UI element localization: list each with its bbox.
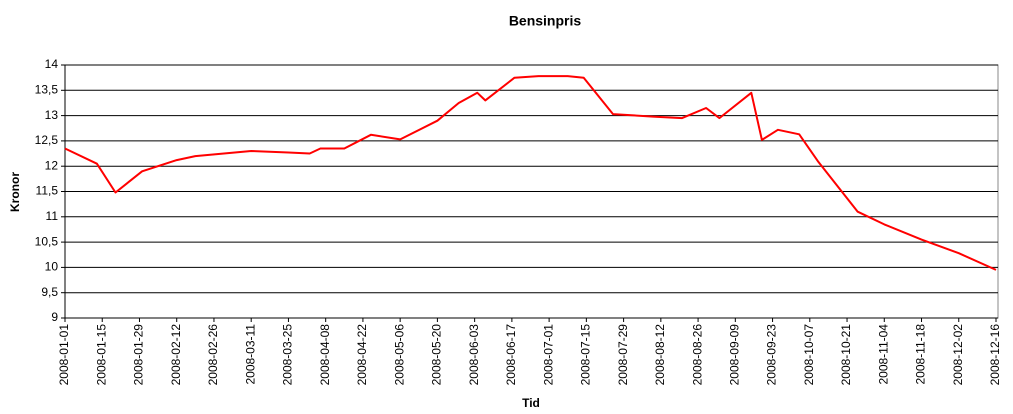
x-tick-label: 2008-07-15 [579, 324, 593, 386]
y-tick-label: 14 [45, 57, 59, 71]
x-tick-label: 2008-01-15 [94, 324, 108, 386]
x-tick-label: 2008-04-08 [318, 324, 332, 386]
y-tick-label: 10,5 [35, 234, 59, 248]
x-tick-label: 2008-03-25 [281, 324, 295, 386]
x-tick-label: 2008-08-26 [690, 324, 704, 386]
data-line [64, 75, 997, 271]
x-axis-label: Tid [522, 396, 540, 410]
x-tick-label: 2008-11-18 [914, 324, 928, 385]
y-tick-label: 11,5 [36, 184, 59, 198]
x-tick-label: 2008-09-09 [727, 324, 741, 386]
x-tick-label: 2008-07-01 [541, 324, 555, 386]
chart-title: Bensinpris [509, 13, 582, 29]
y-tick-label: 11 [46, 209, 59, 223]
y-tick-label: 9 [51, 310, 58, 324]
x-tick-label: 2008-09-23 [765, 324, 779, 386]
y-tick-label: 13 [45, 108, 59, 122]
x-tick-label: 2008-06-17 [504, 324, 518, 386]
y-tick-label: 12 [45, 158, 59, 172]
x-tick-label: 2008-01-01 [57, 324, 71, 386]
x-tick-label: 2008-01-29 [132, 324, 146, 386]
x-tick-label: 2008-11-04 [876, 324, 890, 385]
x-tick-label: 2008-03-11 [243, 324, 257, 385]
x-tick-label: 2008-02-12 [169, 324, 183, 386]
x-tick-label: 2008-04-22 [355, 324, 369, 386]
y-tick-label: 13,5 [35, 82, 59, 96]
x-tick-label: 2008-12-16 [988, 324, 1002, 386]
y-tick-label: 10 [45, 260, 59, 274]
x-tick-label: 2008-02-26 [206, 324, 220, 386]
x-tick-label: 2008-05-06 [392, 324, 406, 386]
x-tick-label: 2008-07-29 [616, 324, 630, 386]
y-tick-label: 9,5 [41, 285, 58, 299]
x-tick-label: 2008-06-03 [467, 324, 481, 386]
x-tick-label: 2008-05-20 [430, 324, 444, 386]
x-tick-label: 2008-10-21 [839, 324, 853, 386]
y-tick-label: 12,5 [35, 133, 59, 147]
y-axis-label: Kronor [8, 172, 22, 212]
x-tick-label: 2008-12-02 [951, 324, 965, 386]
x-tick-label: 2008-10-07 [802, 324, 816, 386]
x-tick-label: 2008-08-12 [653, 324, 667, 386]
